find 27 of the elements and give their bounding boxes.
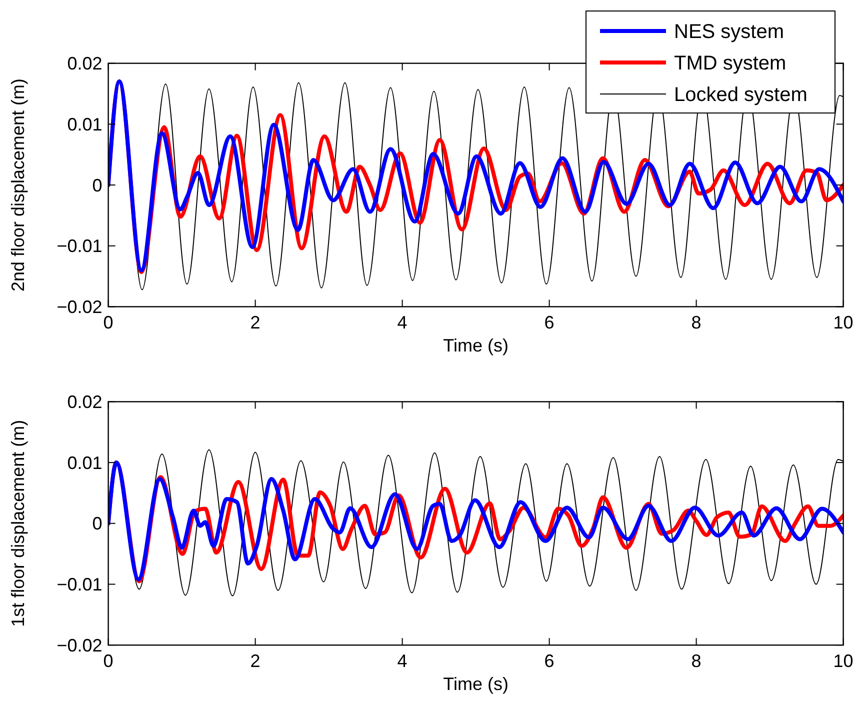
y-axis-title: 1st floor displacement (m) xyxy=(8,420,28,627)
x-tick-label: 8 xyxy=(691,312,702,333)
y-tick-label: 0.02 xyxy=(67,54,102,74)
y-tick-label: 0 xyxy=(92,514,102,534)
y-tick-label: 0.01 xyxy=(67,114,102,134)
x-tick-label: 6 xyxy=(544,312,554,333)
legend-label: Locked system xyxy=(674,84,808,106)
y-tick-label: −0.01 xyxy=(56,236,102,256)
y-tick-label: −0.01 xyxy=(56,574,102,595)
y-tick-label: 0.02 xyxy=(67,392,102,412)
x-tick-label: 10 xyxy=(833,312,854,333)
y-axis-title: 2nd floor displacement (m) xyxy=(8,78,28,292)
legend-label: NES system xyxy=(674,21,784,43)
x-axis-title: Time (s) xyxy=(443,336,508,356)
x-tick-label: 10 xyxy=(833,651,854,672)
y-tick-label: −0.02 xyxy=(56,297,102,317)
x-tick-label: 2 xyxy=(250,651,260,672)
x-tick-label: 6 xyxy=(544,651,554,672)
x-tick-label: 4 xyxy=(397,312,408,333)
y-tick-label: 0 xyxy=(92,175,102,196)
legend-label: TMD system xyxy=(674,52,786,74)
x-tick-label: 8 xyxy=(691,651,702,672)
x-axis-title: Time (s) xyxy=(443,674,508,694)
x-tick-label: 2 xyxy=(250,312,260,333)
y-tick-label: −0.02 xyxy=(56,635,102,656)
x-tick-label: 4 xyxy=(397,651,408,672)
y-tick-label: 0.01 xyxy=(67,452,102,473)
